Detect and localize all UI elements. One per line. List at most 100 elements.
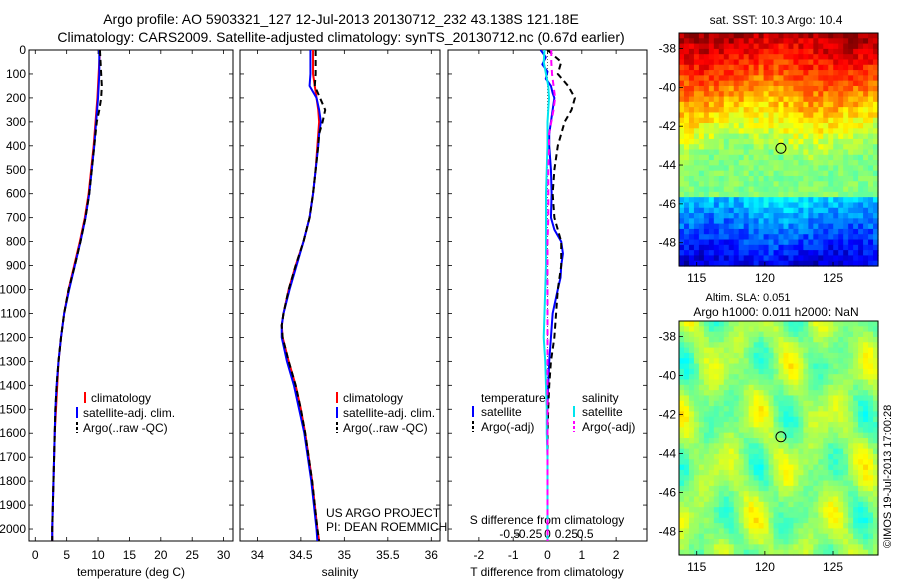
heatmap-cell xyxy=(788,250,795,257)
heatmap-cell xyxy=(833,107,839,114)
heatmap-cell xyxy=(748,239,755,246)
heatmap-cell xyxy=(778,48,785,55)
heatmap-cell xyxy=(868,432,874,439)
heatmap-cell xyxy=(688,358,695,365)
heatmap-cell xyxy=(713,453,720,460)
heatmap-cell xyxy=(748,432,755,439)
heatmap-cell xyxy=(863,406,869,413)
heatmap-cell xyxy=(773,154,780,161)
heatmap-cell xyxy=(788,59,795,66)
heatmap-cell xyxy=(853,197,859,204)
heatmap-cell xyxy=(773,123,780,129)
heatmap-cell xyxy=(773,539,780,545)
heatmap-cell xyxy=(713,33,720,39)
heatmap-cell xyxy=(868,85,874,92)
heatmap-cell xyxy=(683,533,690,540)
heatmap-cell xyxy=(688,347,695,354)
heatmap-cell xyxy=(818,244,824,251)
heatmap-cell xyxy=(813,475,819,482)
heatmap-cell xyxy=(853,491,859,498)
heatmap-cell xyxy=(743,43,750,50)
heatmap-cell xyxy=(688,517,695,524)
heatmap-cell xyxy=(753,347,760,354)
heatmap-cell xyxy=(858,250,864,257)
heatmap-cell xyxy=(723,363,730,370)
heatmap-cell xyxy=(768,368,775,375)
heatmap-cell xyxy=(683,491,690,498)
heatmap-cell xyxy=(873,33,879,39)
heatmap-cell xyxy=(818,96,824,103)
heatmap-cell xyxy=(778,202,785,209)
heatmap-cell xyxy=(833,213,839,219)
heatmap-cell xyxy=(723,411,730,418)
heatmap-cell xyxy=(738,59,745,66)
heatmap-cell xyxy=(763,496,770,503)
heatmap-cell xyxy=(813,123,819,129)
heatmap-cell xyxy=(873,250,879,257)
heatmap-cell xyxy=(708,33,715,39)
heatmap-cell xyxy=(688,326,695,333)
heatmap-cell xyxy=(763,223,770,230)
heatmap-cell xyxy=(703,336,710,343)
heatmap-cell xyxy=(728,416,735,423)
heatmap-cell xyxy=(843,202,849,209)
heatmap-cell xyxy=(768,501,775,508)
heatmap-cell xyxy=(748,422,755,428)
heatmap-cell xyxy=(818,395,824,402)
heatmap-cell xyxy=(708,244,715,251)
heatmap-cell xyxy=(733,160,740,166)
heatmap-cell xyxy=(693,448,700,455)
heatmap-cell xyxy=(868,234,874,241)
heatmap-cell xyxy=(823,496,829,503)
heatmap-cell xyxy=(713,234,720,241)
heatmap-cell xyxy=(688,469,695,476)
heatmap-cell xyxy=(683,175,690,182)
heatmap-cell xyxy=(733,202,740,209)
heatmap-cell xyxy=(748,112,755,119)
heatmap-cell xyxy=(798,491,804,498)
heatmap-cell xyxy=(853,411,859,418)
heatmap-cell xyxy=(823,223,829,230)
heatmap-cell xyxy=(843,207,849,214)
heatmap-cell xyxy=(679,54,685,61)
heatmap-cell xyxy=(853,59,859,66)
heatmap-cell xyxy=(843,59,849,66)
legend-label-climatology: climatology xyxy=(343,391,403,405)
heatmap-cell xyxy=(838,336,844,343)
heatmap-cell xyxy=(703,234,710,241)
heatmap-cell xyxy=(868,244,874,251)
heatmap-cell xyxy=(798,406,804,413)
heatmap-cell xyxy=(818,38,824,45)
depth-tick-label: 1800 xyxy=(0,474,26,488)
heatmap-cell xyxy=(773,112,780,119)
heatmap-cell xyxy=(763,70,770,76)
heatmap-cell xyxy=(853,112,859,119)
heatmap-cell xyxy=(718,480,725,487)
heatmap-cell xyxy=(753,480,760,487)
heatmap-cell xyxy=(823,107,829,114)
heatmap-cell xyxy=(783,181,790,188)
heatmap-cell xyxy=(708,70,715,76)
heatmap-cell xyxy=(813,395,819,402)
heatmap-cell xyxy=(688,432,695,439)
heatmap-cell xyxy=(708,260,715,267)
heatmap-cell xyxy=(693,512,700,519)
heatmap-cell xyxy=(818,207,824,214)
heatmap-cell xyxy=(718,347,725,354)
heatmap-cell xyxy=(758,117,765,124)
heatmap-cell xyxy=(698,160,705,166)
heatmap-cell xyxy=(803,384,809,391)
heatmap-cell xyxy=(703,464,710,471)
heatmap-cell xyxy=(768,175,775,182)
heatmap-cell xyxy=(808,48,814,55)
heatmap-cell xyxy=(723,112,730,119)
heatmap-cell xyxy=(693,485,700,492)
heatmap-cell xyxy=(798,400,804,407)
heatmap-cell xyxy=(733,107,740,114)
heatmap-cell xyxy=(748,133,755,140)
heatmap-cell xyxy=(818,239,824,246)
heatmap-cell xyxy=(803,197,809,204)
heatmap-cell xyxy=(868,260,874,267)
s-tick-label: -0.5 xyxy=(499,527,520,541)
heatmap-cell xyxy=(818,331,824,338)
